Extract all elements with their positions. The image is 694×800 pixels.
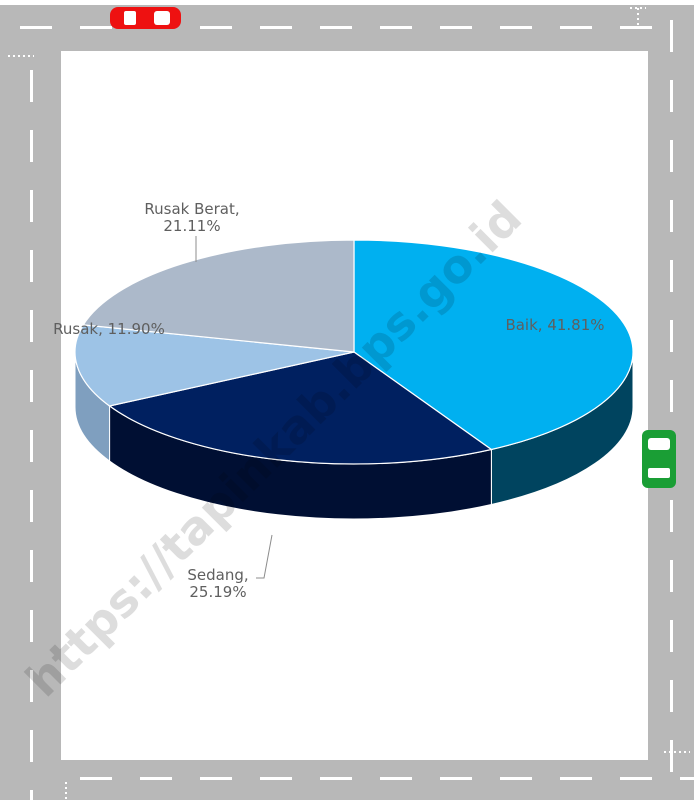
lane-dash [620, 26, 652, 29]
data-label-line: Sedang, [187, 566, 248, 584]
lane-dash [670, 20, 673, 52]
lane-dash [560, 26, 592, 29]
lane-dash [30, 190, 33, 222]
lane-dash [380, 777, 412, 780]
lane-dash [80, 26, 112, 29]
data-label-line: Baik, 41.81% [505, 316, 604, 334]
lane-dash [620, 777, 652, 780]
lane-dash [440, 777, 472, 780]
lane-dash [320, 777, 352, 780]
lane-dash [20, 26, 52, 29]
lane-dash [30, 790, 33, 800]
lane-dash [30, 370, 33, 402]
lane-dash [80, 777, 112, 780]
road-frame [0, 5, 694, 800]
data-labels: Baik, 41.81% Sedang, 25.19% Rusak, 11.90% Ru… [53, 200, 604, 601]
lane-dash [30, 310, 33, 342]
lane-dash [670, 380, 673, 412]
lane-dash [30, 130, 33, 162]
lane-dash [670, 620, 673, 652]
lane-dash [30, 70, 33, 102]
leader-line-sedang [256, 534, 273, 579]
lane-dash [260, 26, 292, 29]
red-car-icon [110, 7, 181, 29]
lane-dash [670, 500, 673, 532]
lane-dash [670, 140, 673, 172]
lane-dash [30, 670, 33, 702]
lane-dash [670, 680, 673, 712]
lane-dash [680, 777, 694, 780]
green-car-icon [642, 430, 676, 488]
lane-dash [260, 777, 292, 780]
pie-slice-baik [353, 239, 634, 451]
lane-dash [30, 550, 33, 582]
data-label-line: Rusak Berat, [144, 200, 239, 218]
pie-slice-sedang [108, 351, 493, 465]
data-label-sedang: Sedang, 25.19% [187, 566, 248, 601]
lane-dash [30, 610, 33, 642]
lane-dash [670, 560, 673, 592]
lane-dash [200, 777, 232, 780]
data-label-line: 21.11% [163, 217, 220, 235]
lane-dash [560, 777, 592, 780]
lane-dash [200, 26, 232, 29]
lane-dash [30, 730, 33, 762]
lane-dash [670, 320, 673, 352]
pie-slice-rusak-berat [82, 239, 355, 353]
pie-chart [74, 239, 634, 520]
lane-dash [500, 26, 532, 29]
lane-dash [140, 777, 172, 780]
data-label-line: 25.19% [189, 583, 246, 601]
lane-dash [500, 777, 532, 780]
lane-dash [380, 26, 412, 29]
data-label-line: Rusak, 11.90% [53, 320, 165, 338]
lane-dash [320, 26, 352, 29]
lane-dash [670, 200, 673, 232]
data-label-rusak-berat: Rusak Berat, 21.11% [144, 200, 239, 235]
data-label-baik: Baik, 41.81% [505, 316, 604, 334]
lane-dash [440, 26, 472, 29]
data-label-rusak: Rusak, 11.90% [53, 320, 165, 338]
lane-dash [30, 490, 33, 522]
lane-dash [670, 740, 673, 772]
lane-dash [30, 250, 33, 282]
lane-dash [30, 430, 33, 462]
lane-dash [670, 80, 673, 112]
lane-dash [670, 260, 673, 292]
corner-dots-top-right [630, 7, 646, 28]
